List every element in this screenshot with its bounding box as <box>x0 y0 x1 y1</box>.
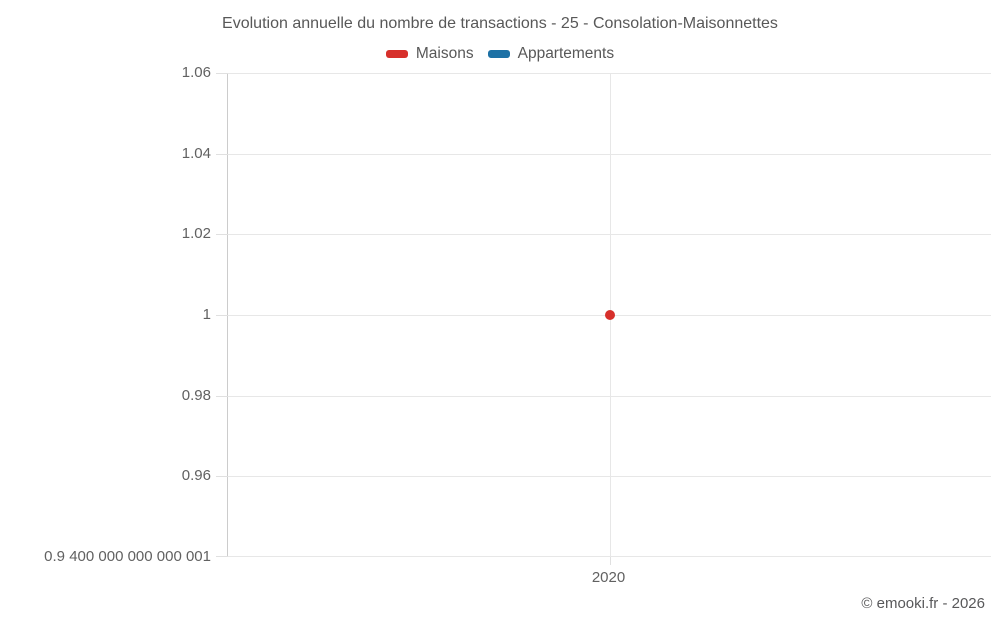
y-tick <box>216 556 228 557</box>
y-tick <box>216 234 228 236</box>
y-tick <box>216 73 228 74</box>
y-tick <box>216 315 228 316</box>
x-tick-label: 2020 <box>591 569 626 586</box>
y-tick <box>216 476 228 478</box>
plot-area <box>216 73 991 565</box>
y-tick-label: 0.9 400 000 000 000 001 <box>44 548 211 565</box>
y-tick-label: 0.98 <box>181 386 211 404</box>
legend: Maisons Appartements <box>0 45 1000 63</box>
y-tick-label: 0.96 <box>181 467 211 485</box>
legend-swatch-icon <box>487 50 510 58</box>
y-tick-label: 1.06 <box>181 64 211 81</box>
legend-swatch-icon <box>385 50 408 58</box>
y-tick-label: 1 <box>202 306 211 323</box>
data-point-maisons[interactable] <box>604 310 615 320</box>
copyright-footer: © emooki.fr - 2026 <box>861 595 985 612</box>
legend-item-maisons[interactable]: Maisons <box>385 45 474 63</box>
y-tick-label: 1.02 <box>181 225 211 243</box>
legend-item-label: Maisons <box>415 45 474 62</box>
chart-title: Evolution annuelle du nombre de transact… <box>222 15 778 32</box>
legend-item-appartements[interactable]: Appartements <box>487 45 615 63</box>
legend-item-label: Appartements <box>517 45 615 62</box>
y-tick <box>216 153 228 155</box>
y-tick-label: 1.04 <box>181 144 211 162</box>
y-tick <box>216 395 228 397</box>
x-tick <box>609 557 611 565</box>
